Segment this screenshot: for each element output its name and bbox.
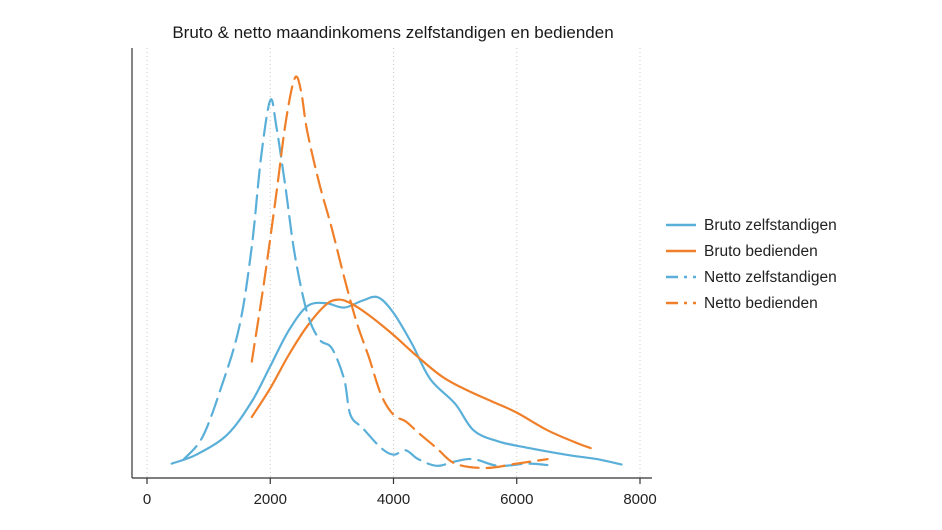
series-line-bruto-zelfstandigen xyxy=(170,295,623,466)
legend-item-bruto-bedienden: Bruto bedienden xyxy=(666,243,818,260)
legend-label: Bruto bedienden xyxy=(704,243,818,260)
plot-area xyxy=(170,75,623,470)
series-line-netto-bedienden xyxy=(250,75,549,470)
x-tick-label: 2000 xyxy=(254,491,287,508)
x-tick-label: 0 xyxy=(143,491,151,508)
legend-item-bruto-zelfstandigen: Bruto zelfstandigen xyxy=(666,217,837,234)
series-line-netto-zelfstandigen xyxy=(182,98,555,468)
series-line-bruto-bedienden xyxy=(250,298,592,450)
legend-label: Netto zelfstandigen xyxy=(704,269,837,286)
legend: Bruto zelfstandigen Bruto bedienden Netto … xyxy=(666,217,837,312)
legend-label: Bruto zelfstandigen xyxy=(704,217,837,234)
x-tick-label: 8000 xyxy=(623,491,656,508)
legend-item-netto-bedienden: Netto bedienden xyxy=(666,295,818,312)
x-tick-label: 6000 xyxy=(500,491,533,508)
x-tick-label: 4000 xyxy=(377,491,410,508)
x-axis-ticks: 0 2000 4000 6000 8000 xyxy=(143,478,657,508)
legend-item-netto-zelfstandigen: Netto zelfstandigen xyxy=(666,269,837,286)
chart-title: Bruto & netto maandinkomens zelfstandige… xyxy=(172,23,613,42)
legend-label: Netto bedienden xyxy=(704,295,818,312)
